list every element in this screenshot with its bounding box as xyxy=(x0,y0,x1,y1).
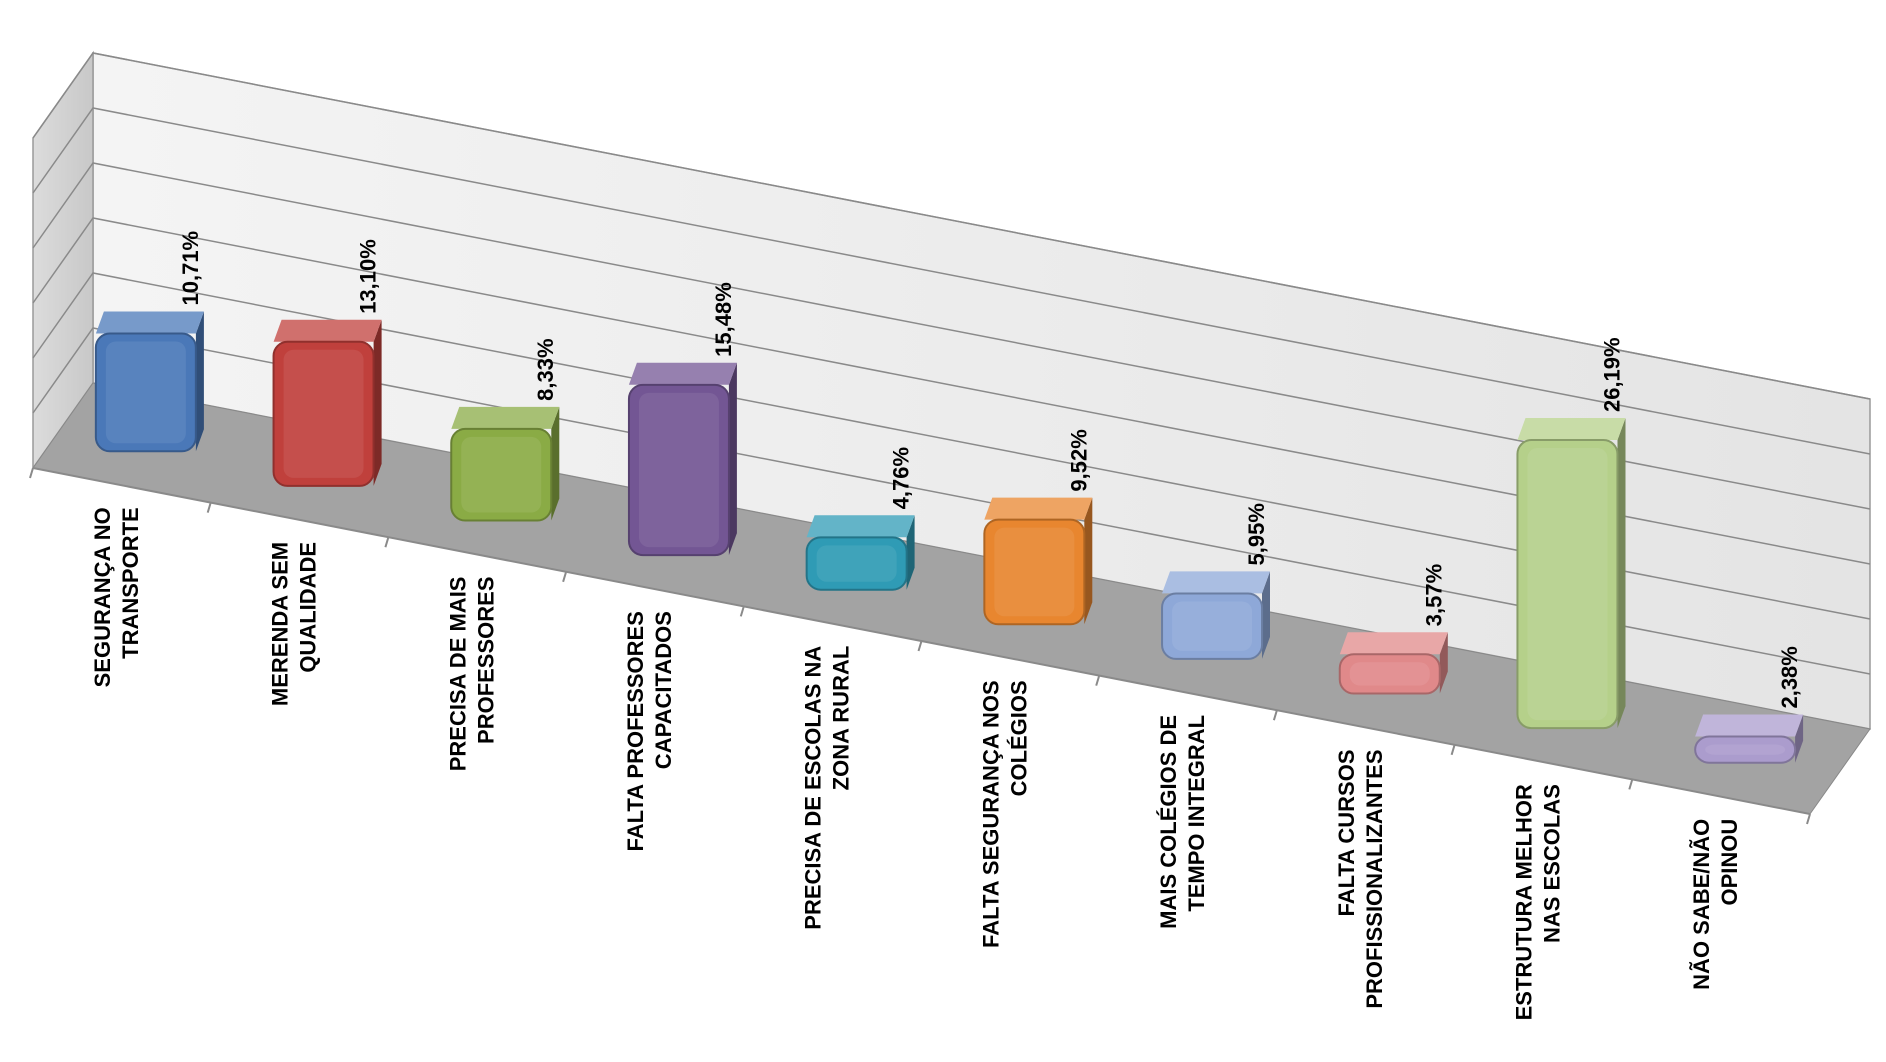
category-label-line: FALTA PROFESSORES xyxy=(623,611,648,851)
category-label: PRECISA DE MAIS PROFESSORES xyxy=(445,577,498,772)
x-tick xyxy=(384,536,390,548)
category-label: PRECISA DE ESCOLAS NA ZONA RURAL xyxy=(801,646,854,930)
category-label-line: PROFESSORES xyxy=(473,577,498,744)
category-label-line: MERENDA SEM xyxy=(268,542,293,706)
bar xyxy=(805,515,915,591)
data-label: 2,38% xyxy=(1777,646,1802,708)
category-label: SEGURANÇA NO TRANSPORTE xyxy=(90,507,143,687)
category-label-line: PRECISA DE ESCOLAS NA xyxy=(801,646,826,930)
gridline xyxy=(32,162,1871,510)
gridline xyxy=(32,327,1871,675)
category-label: MAIS COLÉGIOS DE TEMPO INTEGRAL xyxy=(1156,715,1209,929)
category-label-line: COLÉGIOS xyxy=(1006,680,1031,796)
category-label: ESTRUTURA MELHOR NAS ESCOLAS xyxy=(1511,784,1564,1020)
x-tick xyxy=(562,571,568,583)
x-tick xyxy=(29,467,34,479)
data-label: 15,48% xyxy=(711,282,736,357)
x-tick xyxy=(1095,675,1101,686)
category-label-line: OPINOU xyxy=(1717,819,1742,906)
category-label-line: QUALIDADE xyxy=(296,542,321,673)
data-label: 3,57% xyxy=(1422,564,1447,626)
data-label: 10,71% xyxy=(178,231,203,306)
data-label: 26,19% xyxy=(1599,337,1624,412)
gridline xyxy=(32,272,1871,620)
x-tick xyxy=(917,640,923,652)
bar xyxy=(450,406,560,522)
category-label-line: PRECISA DE MAIS xyxy=(445,577,470,772)
x-tick xyxy=(739,606,745,617)
bar xyxy=(1516,418,1626,730)
data-label: 13,10% xyxy=(356,239,381,314)
category-label-line: SEGURANÇA NO xyxy=(90,507,115,687)
bar xyxy=(1694,714,1804,764)
x-tick xyxy=(1628,779,1634,790)
category-label: NÃO SABE/NÃO OPINOU xyxy=(1689,819,1742,990)
category-label-line: FALTA CURSOS xyxy=(1334,750,1359,917)
bar xyxy=(94,311,204,453)
bar xyxy=(272,319,382,487)
category-label-line: TRANSPORTE xyxy=(118,507,143,659)
data-labels: 10,71% 13,10% 8,33% 15,48% 4,76% 9,52% 5,95% 3,… xyxy=(178,231,1802,709)
category-label-line: FALTA SEGURANÇA NOS xyxy=(978,680,1003,948)
category-label: FALTA CURSOS PROFISSIONALIZANTES xyxy=(1334,750,1387,1009)
bar xyxy=(1338,632,1448,695)
gridline xyxy=(32,217,1871,565)
x-tick xyxy=(206,502,212,513)
data-label: 8,33% xyxy=(533,338,558,400)
bar xyxy=(1161,571,1270,660)
bar xyxy=(983,497,1093,626)
category-label: MERENDA SEM QUALIDADE xyxy=(268,542,321,706)
category-labels: SEGURANÇA NO TRANSPORTE MERENDA SEM QUALIDA… xyxy=(90,507,1742,1020)
gridlines xyxy=(32,52,1871,675)
gridline xyxy=(32,52,1871,400)
gridline xyxy=(32,107,1871,455)
category-label-line: TEMPO INTEGRAL xyxy=(1184,715,1209,912)
category-label-line: CAPACITADOS xyxy=(651,611,676,769)
data-label: 9,52% xyxy=(1066,429,1091,491)
category-label-line: MAIS COLÉGIOS DE xyxy=(1156,715,1181,929)
category-label-line: ESTRUTURA MELHOR xyxy=(1511,784,1536,1020)
data-label: 4,76% xyxy=(889,447,914,509)
x-tick xyxy=(1806,813,1811,825)
category-label-line: PROFISSIONALIZANTES xyxy=(1362,750,1387,1009)
bars xyxy=(94,311,1804,764)
bar xyxy=(627,362,737,557)
category-label-line: NÃO SABE/NÃO xyxy=(1689,819,1714,990)
category-label: FALTA PROFESSORES CAPACITADOS xyxy=(623,611,676,851)
data-label: 5,95% xyxy=(1244,503,1269,565)
category-label: FALTA SEGURANÇA NOS COLÉGIOS xyxy=(978,680,1031,948)
x-tick xyxy=(1272,709,1278,721)
category-label-line: NAS ESCOLAS xyxy=(1539,784,1564,943)
category-label-line: ZONA RURAL xyxy=(829,646,854,791)
x-tick xyxy=(1450,744,1456,756)
